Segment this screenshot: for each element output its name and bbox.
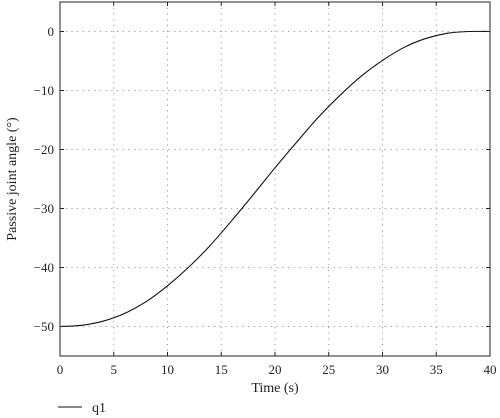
x-tick-label: 25 (322, 362, 335, 377)
y-axis-label: Passive joint angle (°) (5, 117, 20, 241)
legend: q1 (58, 401, 106, 416)
y-tick-label: 0 (48, 24, 55, 39)
x-tick-label: 15 (215, 362, 228, 377)
x-tick-label: 20 (269, 362, 282, 377)
x-tick-label: 5 (111, 362, 118, 377)
y-axis: 0 −10 −20 −30 −40 −50 (34, 24, 490, 334)
x-tick-label: 40 (484, 362, 497, 377)
x-axis: 0 5 10 15 20 25 30 35 40 (57, 2, 497, 377)
x-tick-label: 30 (376, 362, 389, 377)
legend-label-q1: q1 (92, 401, 106, 416)
grid-lines (60, 2, 490, 356)
y-tick-label: −50 (34, 319, 54, 334)
y-tick-label: −10 (34, 83, 54, 98)
y-tick-label: −20 (34, 142, 54, 157)
x-tick-label: 0 (57, 362, 64, 377)
x-axis-label: Time (s) (251, 381, 299, 396)
series-line-q1 (59, 30, 491, 328)
x-tick-label: 10 (161, 362, 174, 377)
y-tick-label: −30 (34, 201, 54, 216)
y-tick-label: −40 (34, 260, 54, 275)
x-tick-label: 35 (430, 362, 443, 377)
